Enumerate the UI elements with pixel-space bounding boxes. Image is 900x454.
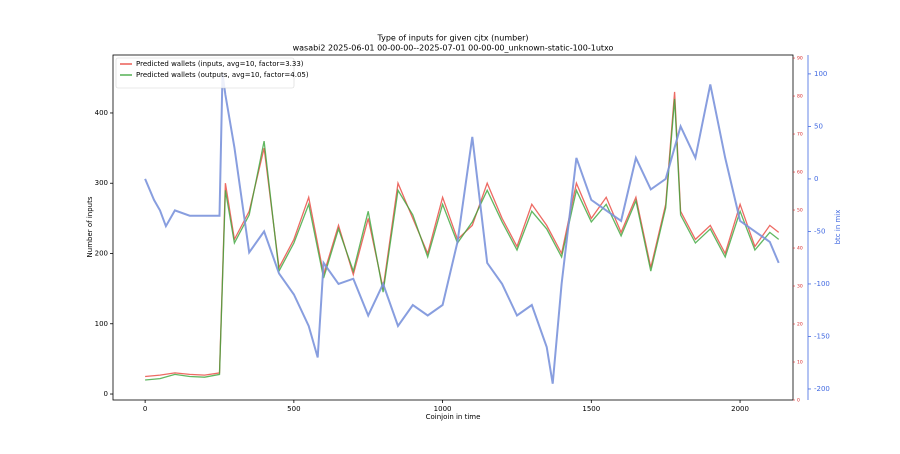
x-tick-label: 500 [287, 405, 300, 413]
y3-tick-label: 50 [797, 208, 803, 214]
y3-tick-label: 40 [797, 246, 803, 252]
y-tick-label: 100 [95, 320, 108, 328]
y3-tick-label: 60 [797, 170, 803, 176]
y2-tick-label: 50 [814, 122, 823, 130]
y3-tick-label: 80 [797, 94, 803, 100]
x-tick-label: 1500 [582, 405, 600, 413]
y2-tick-label: -50 [814, 227, 825, 235]
y2-tick-label: -100 [814, 280, 830, 288]
y3-tick-label: 10 [797, 360, 803, 366]
chart-subtitle: wasabi2 2025-06-01 00-00-00--2025-07-01 … [293, 44, 614, 53]
y-tick-label: 200 [95, 249, 108, 257]
y2-tick-label: 100 [814, 70, 827, 78]
y-axis-label: Number of inputs [86, 196, 94, 257]
plot-frame [112, 54, 794, 401]
x-tick-label: 1000 [434, 405, 452, 413]
x-tick-label: 0 [143, 405, 147, 413]
y2-tick-label: -200 [814, 385, 830, 393]
y-tick-label: 300 [95, 179, 108, 187]
y3-tick-label: 20 [797, 322, 803, 328]
x-axis-label: Coinjoin in time [426, 413, 481, 421]
y2-axis-label: btc in mix [834, 210, 842, 245]
legend-box [115, 57, 295, 89]
y-tick-label: 400 [95, 109, 108, 117]
y3-tick-label: 90 [797, 56, 803, 62]
y2-tick-label: -150 [814, 332, 830, 340]
legend-label: Predicted wallets (outputs, avg=10, fact… [136, 71, 309, 79]
chart-title: Type of inputs for given cjtx (number) [376, 34, 528, 43]
y2-tick-label: 0 [814, 175, 818, 183]
legend-label: Predicted wallets (inputs, avg=10, facto… [136, 60, 304, 68]
y-tick-label: 0 [104, 390, 108, 398]
series-line [145, 98, 780, 381]
y3-tick-label: 70 [797, 132, 803, 138]
y3-tick-label: 30 [797, 284, 803, 290]
y3-tick-label: 0 [797, 398, 800, 404]
x-tick-label: 2000 [731, 405, 749, 413]
